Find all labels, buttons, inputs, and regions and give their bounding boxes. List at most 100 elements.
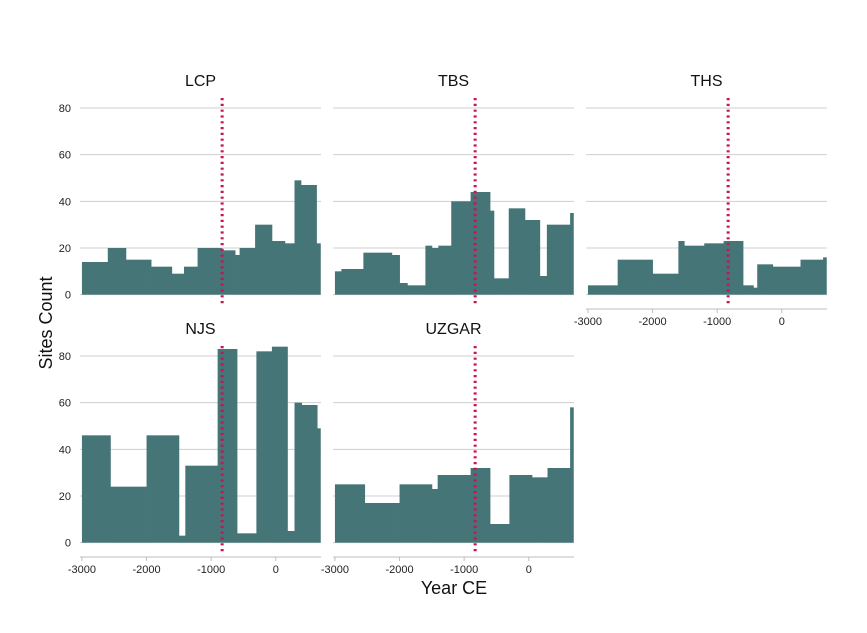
histogram-bar	[470, 468, 491, 543]
histogram-bar	[197, 248, 222, 295]
x-tick-label: 0	[779, 316, 785, 328]
histogram-bar	[239, 248, 256, 295]
panel-ths: THS -3000 -2000 -1000 0	[574, 73, 827, 328]
histogram-bar	[490, 524, 510, 543]
histogram-bar	[300, 185, 317, 295]
histogram-bar	[364, 503, 400, 543]
histogram-bar	[723, 241, 744, 295]
y-tick-label: 20	[59, 243, 71, 255]
histogram-bar	[284, 243, 295, 295]
y-tick-label: 0	[65, 290, 71, 302]
x-tick-label: -3000	[321, 564, 349, 576]
histogram-bar	[407, 285, 426, 295]
histogram-bar	[221, 250, 236, 295]
histogram-bar	[451, 201, 472, 295]
histogram-bar	[652, 273, 679, 295]
panel-njs: 0 20 40 60 80 NJS -3000 -2000 -1000 0	[59, 321, 321, 576]
y-tick-label: 20	[59, 491, 71, 503]
y-tick-label: 80	[59, 103, 71, 115]
histogram-bar	[235, 255, 240, 295]
panel-title: NJS	[185, 321, 215, 338]
histogram-bar	[743, 285, 754, 295]
x-axis-label: Year CE	[421, 578, 487, 598]
histogram-bar	[287, 531, 295, 543]
y-tick-label: 80	[59, 351, 71, 363]
histogram-bar	[178, 535, 186, 543]
histogram-bar	[532, 477, 548, 543]
histogram-bar	[399, 484, 433, 543]
histogram-bar	[399, 283, 408, 295]
histogram-bar	[391, 255, 400, 295]
histogram-bar	[341, 269, 364, 295]
histogram-bar	[437, 475, 472, 543]
x-tick-label: -1000	[197, 564, 225, 576]
histogram-bar	[823, 257, 827, 295]
histogram-bar	[217, 349, 238, 543]
y-tick-label: 60	[59, 398, 71, 410]
histogram-bar	[431, 489, 439, 543]
histogram-bar	[107, 248, 127, 295]
histogram-bar	[493, 278, 510, 295]
x-tick-label: -3000	[574, 316, 602, 328]
histogram-bar	[704, 243, 725, 295]
histogram-bar	[255, 224, 273, 295]
histogram-bar	[294, 180, 302, 295]
histogram-bar	[757, 264, 774, 295]
histogram-bar	[363, 252, 393, 295]
histogram-bar	[470, 192, 491, 295]
histogram-bar	[184, 266, 198, 295]
y-tick-label: 60	[59, 150, 71, 162]
histogram-bar	[587, 285, 619, 295]
histogram-bar	[509, 475, 533, 543]
histogram-bar	[151, 266, 173, 295]
histogram-bar	[438, 245, 452, 295]
histogram-bar	[570, 407, 574, 543]
histogram-bar	[490, 210, 495, 295]
y-tick-label: 40	[59, 196, 71, 208]
panel-uzgar: UZGAR -3000 -2000 -1000 0	[321, 321, 574, 576]
x-tick-label: -3000	[68, 564, 96, 576]
histogram-bar	[425, 245, 433, 295]
histogram-bar	[271, 241, 286, 295]
histogram-bar	[317, 428, 321, 543]
histogram-bar	[125, 259, 152, 295]
histogram-bar	[570, 213, 574, 295]
histogram-bar	[539, 276, 548, 295]
histogram-bar	[334, 271, 342, 295]
x-tick-label: -2000	[638, 316, 666, 328]
histogram-bar	[678, 241, 685, 295]
x-tick-label: -1000	[703, 316, 731, 328]
histogram-bar	[334, 484, 366, 543]
x-tick-label: 0	[526, 564, 532, 576]
histogram-bar	[508, 208, 526, 295]
histogram-bar	[546, 224, 571, 295]
histogram-bar	[431, 248, 439, 295]
panel-tbs: TBS	[333, 73, 574, 304]
histogram-bar	[185, 465, 219, 543]
histogram-bar	[617, 259, 653, 295]
panel-title: TBS	[438, 73, 469, 90]
panel-title: LCP	[185, 73, 216, 90]
panel-lcp: 0 20 40 60 80 LCP	[59, 73, 321, 304]
histogram-bar	[301, 405, 318, 543]
histogram-bar	[294, 402, 303, 543]
histogram-bar	[171, 273, 185, 295]
histogram-bar	[753, 287, 758, 295]
histogram-bar	[256, 351, 273, 543]
x-tick-label: -1000	[450, 564, 478, 576]
histogram-bar	[524, 220, 541, 295]
histogram-bar	[146, 435, 180, 543]
y-tick-label: 0	[65, 538, 71, 550]
y-axis-label: Sites Count	[36, 276, 56, 369]
x-tick-label: -2000	[132, 564, 160, 576]
histogram-bar	[81, 435, 111, 543]
histogram-bar	[81, 262, 109, 295]
panel-title: UZGAR	[426, 321, 482, 338]
x-tick-label: 0	[273, 564, 279, 576]
histogram-bar	[110, 486, 147, 543]
x-tick-label: -2000	[385, 564, 413, 576]
panel-title: THS	[691, 73, 723, 90]
histogram-bar	[684, 245, 705, 295]
y-tick-label: 40	[59, 444, 71, 456]
